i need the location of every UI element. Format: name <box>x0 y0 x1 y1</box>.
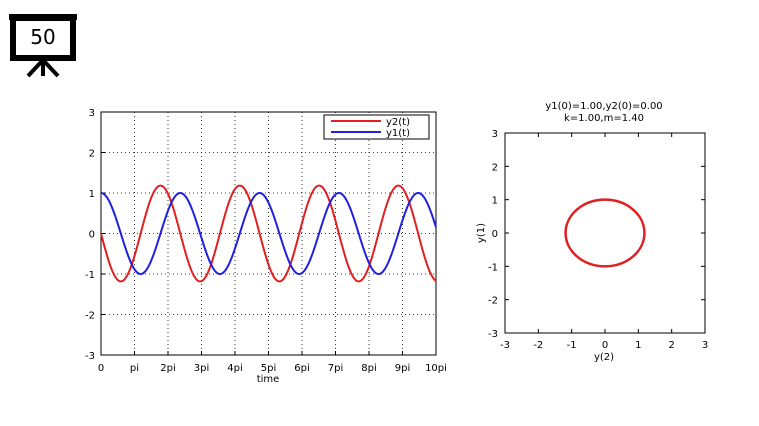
y-tick-label: -2 <box>85 311 95 322</box>
x-ticks: 0 pi 2pi 3pi 4pi 5pi 6pi 7pi 8pi 9pi 10pi <box>98 351 447 374</box>
x-tick-label: 7pi <box>328 363 344 374</box>
series-line-y1 <box>100 191 437 276</box>
x-axis-label: time <box>257 374 280 385</box>
y-tick-label: 2 <box>89 149 95 160</box>
x-tick-label: 5pi <box>261 363 277 374</box>
x-tick-label: 2pi <box>160 363 176 374</box>
y-tick-label: -1 <box>85 270 95 281</box>
y-tick-label: 0 <box>89 230 95 241</box>
legend-label-y2: y2(t) <box>386 117 410 128</box>
series-lines <box>100 184 437 283</box>
slide-number: 50 <box>30 25 55 49</box>
x-tick-label: 9pi <box>395 363 411 374</box>
projector-screen-icon: 50 <box>9 14 77 78</box>
x-tick-label: 10pi <box>425 363 447 374</box>
x-tick-label: 6pi <box>294 363 310 374</box>
x-tick-label: 8pi <box>361 363 377 374</box>
y-tick-label: -3 <box>85 351 95 362</box>
x-tick-label: 0 <box>98 363 104 374</box>
x-tick-label: pi <box>130 363 139 374</box>
x-tick-label: 4pi <box>227 363 243 374</box>
x-tick-label: 3pi <box>194 363 210 374</box>
y-ticks: -3 -2 -1 0 1 2 3 <box>85 108 105 362</box>
y-tick-label: 3 <box>89 108 95 119</box>
grid-lines <box>101 112 436 355</box>
legend: y2(t) y1(t) <box>323 114 430 140</box>
y-tick-label: 1 <box>89 189 95 200</box>
legend-label-y1: y1(t) <box>386 128 410 139</box>
series-line-y2 <box>100 184 437 283</box>
